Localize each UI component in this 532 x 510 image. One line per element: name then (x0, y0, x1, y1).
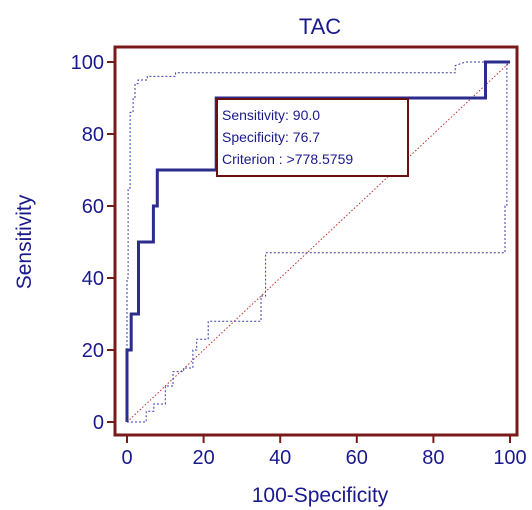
y-tick-label: 100 (71, 52, 104, 74)
x-axis-label: 100-Specificity (252, 484, 389, 507)
annotation-sensitivity: Sensitivity: 90.0 (222, 107, 320, 123)
x-tick-label: 60 (346, 447, 368, 469)
criterion-annotation-box: Sensitivity: 90.0 Specificity: 76.7 Crit… (216, 98, 409, 177)
annotation-criterion: Criterion : >778.5759 (222, 151, 353, 167)
y-tick-label: 20 (82, 340, 104, 362)
y-tick-label: 80 (82, 124, 104, 146)
x-tick-label: 20 (192, 447, 214, 469)
y-tick-label: 60 (82, 196, 104, 218)
axis-ticks: 0 20 40 60 80 100 0 20 40 60 80 100 (71, 52, 527, 469)
x-tick-label: 0 (121, 447, 132, 469)
x-tick-label: 80 (422, 447, 444, 469)
diagonal-line (126, 61, 511, 423)
annotation-frame (216, 98, 409, 177)
y-tick-label: 40 (82, 268, 104, 290)
plot-frame (113, 45, 519, 437)
y-axis-label: Sensitivity (13, 194, 36, 289)
x-tick-label: 100 (493, 447, 526, 469)
y-tick-label: 0 (93, 412, 104, 434)
annotation-specificity: Specificity: 76.7 (222, 129, 320, 145)
x-tick-label: 40 (269, 447, 291, 469)
chart-title: TAC (299, 14, 341, 39)
